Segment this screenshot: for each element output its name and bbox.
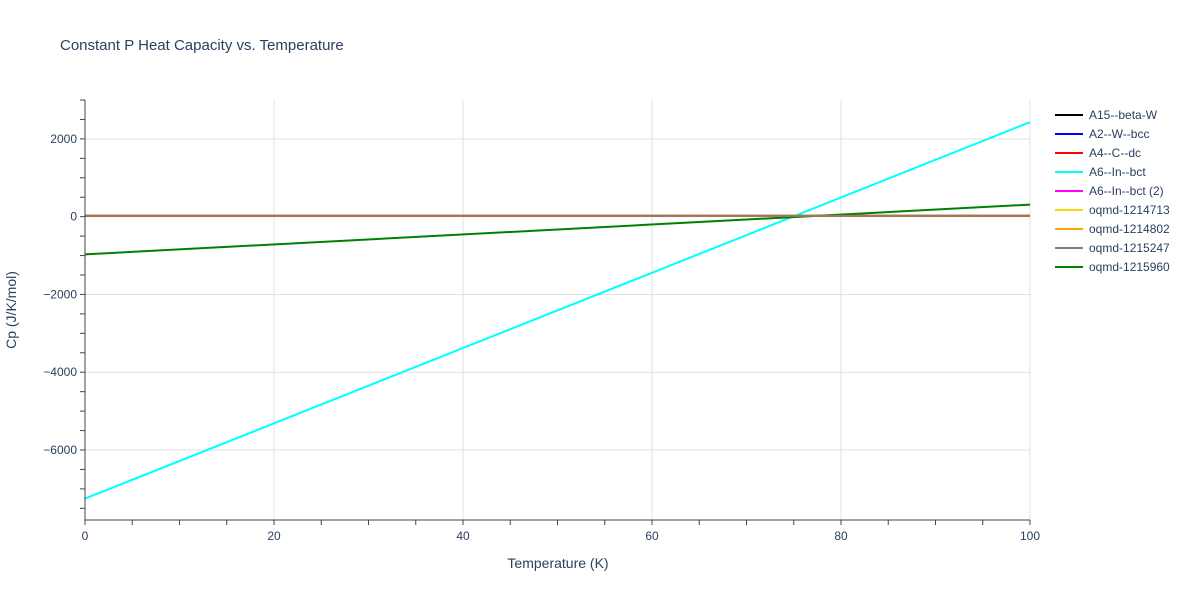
legend-item[interactable]: oqmd-1214802: [1055, 222, 1170, 236]
legend-item[interactable]: A15--beta-W: [1055, 108, 1158, 122]
y-tick-label: −2000: [43, 287, 77, 301]
x-tick-label: 60: [645, 529, 659, 543]
series-line: [84, 203, 1031, 256]
series-lines: [84, 121, 1031, 500]
legend-label: oqmd-1214713: [1089, 203, 1170, 217]
x-tick-label: 100: [1020, 529, 1040, 543]
legend-item[interactable]: oqmd-1214713: [1055, 203, 1170, 217]
y-tick-label: −4000: [43, 365, 77, 379]
legend[interactable]: A15--beta-W A2--W--bcc A4--C--dc A6--In--bc…: [1055, 108, 1170, 274]
legend-item[interactable]: A6--In--bct: [1055, 165, 1146, 179]
legend-item[interactable]: A4--C--dc: [1055, 146, 1141, 160]
y-tick-label: 0: [70, 210, 77, 224]
legend-label: A4--C--dc: [1089, 146, 1141, 160]
legend-label: A6--In--bct (2): [1089, 184, 1164, 198]
tick-labels: 0 20 40 60 80 100 −6000 −4000 −2000 0 2000: [43, 132, 1040, 543]
x-axis-title: Temperature (K): [507, 555, 608, 571]
x-tick-label: 20: [267, 529, 281, 543]
x-tick-label: 0: [82, 529, 89, 543]
legend-item[interactable]: A2--W--bcc: [1055, 127, 1149, 141]
legend-item[interactable]: A6--In--bct (2): [1055, 184, 1164, 198]
chart-title: Constant P Heat Capacity vs. Temperature: [60, 37, 344, 54]
legend-label: oqmd-1214802: [1089, 222, 1170, 236]
legend-label: A6--In--bct: [1089, 165, 1146, 179]
x-tick-label: 80: [834, 529, 848, 543]
y-tick-label: 2000: [50, 132, 77, 146]
series-line: [84, 121, 1031, 500]
legend-label: A15--beta-W: [1089, 108, 1158, 122]
y-axis-title: Cp (J/K/mol): [3, 271, 19, 349]
x-tick-label: 40: [456, 529, 470, 543]
legend-label: A2--W--bcc: [1089, 127, 1149, 141]
legend-label: oqmd-1215247: [1089, 241, 1170, 255]
y-tick-label: −6000: [43, 443, 77, 457]
axes: [80, 99, 1031, 525]
legend-label: oqmd-1215960: [1089, 260, 1170, 274]
legend-item[interactable]: oqmd-1215247: [1055, 241, 1170, 255]
legend-item[interactable]: oqmd-1215960: [1055, 260, 1170, 274]
